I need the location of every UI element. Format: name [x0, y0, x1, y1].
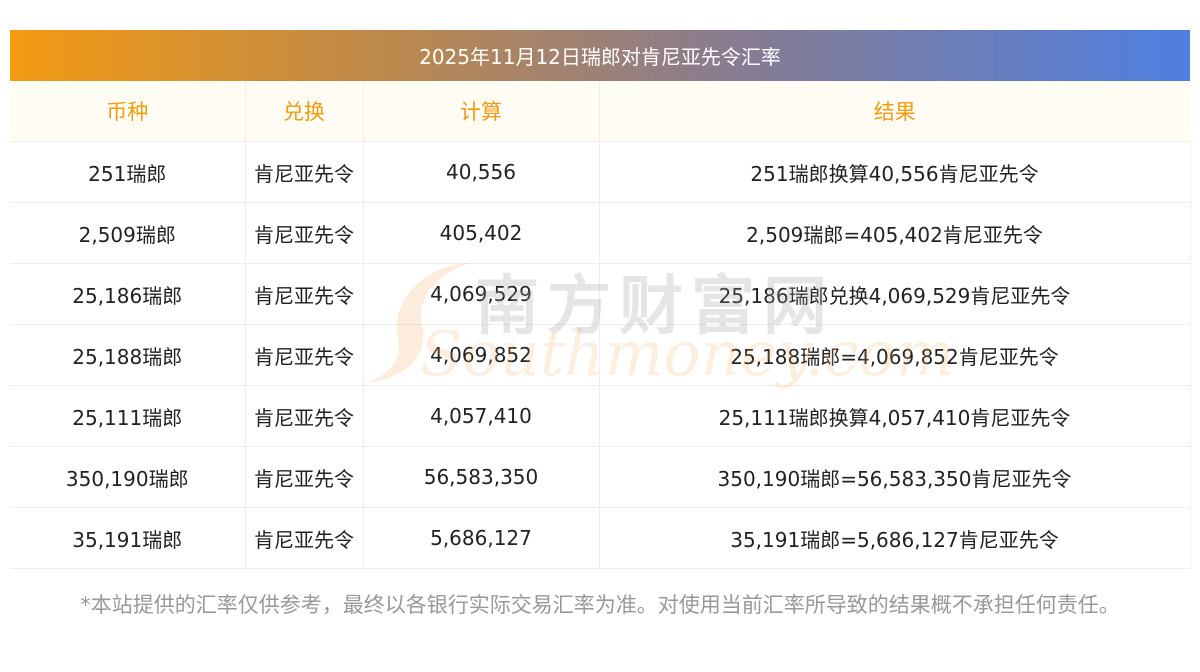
header-exchange: 兑换	[244, 81, 363, 142]
cell-calc: 5,686,127	[362, 507, 599, 569]
rate-table-container: 2025年11月12日瑞郎对肯尼亚先令汇率 币种 兑换 计算 结果 251瑞郎 …	[10, 30, 1191, 569]
table-title: 2025年11月12日瑞郎对肯尼亚先令汇率	[10, 30, 1190, 81]
cell-target: 肯尼亚先令	[244, 385, 363, 447]
cell-calc: 4,069,852	[362, 324, 599, 386]
table-row: 350,190瑞郎 肯尼亚先令 56,583,350 350,190瑞郎=56,…	[10, 446, 1191, 508]
cell-currency: 2,509瑞郎	[10, 202, 245, 264]
disclaimer-note: *本站提供的汇率仅供参考，最终以各银行实际交易汇率为准。对使用当前汇率所导致的结…	[80, 593, 1120, 617]
table-row: 35,191瑞郎 肯尼亚先令 5,686,127 35,191瑞郎=5,686,…	[10, 507, 1191, 569]
cell-currency: 35,191瑞郎	[10, 507, 245, 569]
cell-result: 251瑞郎换算40,556肯尼亚先令	[598, 141, 1191, 203]
cell-currency: 25,111瑞郎	[10, 385, 245, 447]
cell-result: 25,186瑞郎兑换4,069,529肯尼亚先令	[598, 263, 1191, 325]
cell-target: 肯尼亚先令	[244, 324, 363, 386]
cell-calc: 4,057,410	[362, 385, 599, 447]
cell-calc: 40,556	[362, 141, 599, 203]
cell-target: 肯尼亚先令	[244, 507, 363, 569]
cell-result: 25,111瑞郎换算4,057,410肯尼亚先令	[598, 385, 1191, 447]
table-row: 25,186瑞郎 肯尼亚先令 4,069,529 25,186瑞郎兑换4,069…	[10, 263, 1191, 325]
cell-calc: 405,402	[362, 202, 599, 264]
cell-result: 350,190瑞郎=56,583,350肯尼亚先令	[598, 446, 1191, 508]
table-row: 25,188瑞郎 肯尼亚先令 4,069,852 25,188瑞郎=4,069,…	[10, 324, 1191, 386]
cell-currency: 251瑞郎	[10, 141, 245, 203]
cell-target: 肯尼亚先令	[244, 446, 363, 508]
table-row: 251瑞郎 肯尼亚先令 40,556 251瑞郎换算40,556肯尼亚先令	[10, 141, 1191, 203]
cell-target: 肯尼亚先令	[244, 202, 363, 264]
cell-calc: 56,583,350	[362, 446, 599, 508]
header-result: 结果	[598, 81, 1190, 142]
table-row: 25,111瑞郎 肯尼亚先令 4,057,410 25,111瑞郎换算4,057…	[10, 385, 1191, 447]
cell-currency: 25,186瑞郎	[10, 263, 245, 325]
cell-currency: 25,188瑞郎	[10, 324, 245, 386]
cell-result: 35,191瑞郎=5,686,127肯尼亚先令	[598, 507, 1191, 569]
cell-result: 2,509瑞郎=405,402肯尼亚先令	[598, 202, 1191, 264]
header-row: 币种 兑换 计算 结果	[10, 81, 1190, 142]
cell-target: 肯尼亚先令	[244, 263, 363, 325]
header-calculation: 计算	[362, 81, 599, 142]
cell-target: 肯尼亚先令	[244, 141, 363, 203]
exchange-rate-table: 币种 兑换 计算 结果 251瑞郎 肯尼亚先令 40,556 251瑞郎换算40…	[10, 81, 1191, 569]
cell-calc: 4,069,529	[362, 263, 599, 325]
header-currency: 币种	[10, 81, 245, 142]
cell-result: 25,188瑞郎=4,069,852肯尼亚先令	[598, 324, 1191, 386]
table-row: 2,509瑞郎 肯尼亚先令 405,402 2,509瑞郎=405,402肯尼亚…	[10, 202, 1191, 264]
cell-currency: 350,190瑞郎	[10, 446, 245, 508]
